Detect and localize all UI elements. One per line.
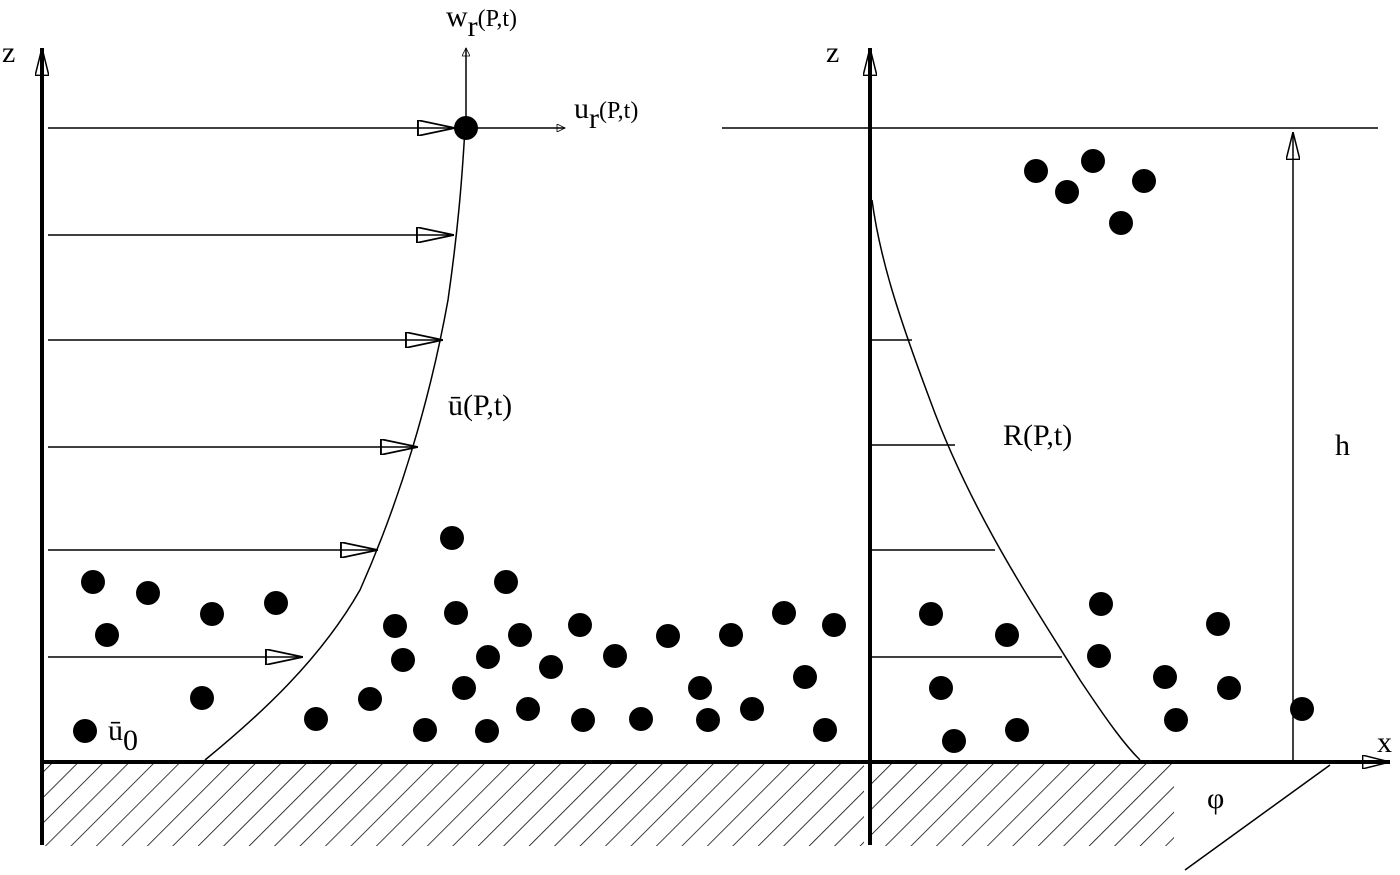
- particle: [1109, 211, 1133, 235]
- particles: [73, 149, 1314, 753]
- particle: [822, 613, 846, 637]
- z-label: z: [826, 36, 839, 69]
- particle: [719, 623, 743, 647]
- particle: [813, 718, 837, 742]
- particle: [304, 707, 328, 731]
- u-label: ur(P,t): [574, 92, 638, 135]
- u-base: u: [574, 92, 589, 125]
- particle: [190, 686, 214, 710]
- w-base: w: [446, 0, 468, 33]
- particle: [508, 623, 532, 647]
- particle: [571, 708, 595, 732]
- particle: [81, 570, 105, 594]
- particle: [1089, 592, 1113, 616]
- w-sub: r: [468, 10, 478, 43]
- u0-base: ū: [108, 714, 123, 747]
- particle: [452, 676, 476, 700]
- particle: [793, 665, 817, 689]
- particle: [1153, 665, 1177, 689]
- w-label: wr(P,t): [446, 0, 517, 43]
- profile-label: ū(P,t): [448, 389, 512, 422]
- phi-label: φ: [1207, 782, 1224, 815]
- particle: [73, 719, 97, 743]
- u0-label: ū0: [108, 714, 138, 757]
- particle: [688, 676, 712, 700]
- particle: [1024, 159, 1048, 183]
- r-label: R(P,t): [1003, 419, 1072, 452]
- particle: [919, 602, 943, 626]
- particle: [603, 644, 627, 668]
- particle: [1081, 149, 1105, 173]
- particle: [494, 570, 518, 594]
- w-rest: (P,t): [478, 6, 517, 32]
- x-label: x: [1377, 726, 1392, 759]
- particle: [358, 687, 382, 711]
- h-label: h: [1335, 429, 1350, 462]
- velocity-profile: [48, 48, 565, 761]
- particle: [1217, 676, 1241, 700]
- particle: [1087, 644, 1111, 668]
- particle: [539, 655, 563, 679]
- particle: [383, 614, 407, 638]
- u-sub: r: [589, 102, 599, 135]
- particle: [1206, 612, 1230, 636]
- particle: [440, 526, 464, 550]
- particle: [200, 602, 224, 626]
- particle: [476, 645, 500, 669]
- particle: [942, 729, 966, 753]
- axes: [42, 48, 1378, 845]
- particle: [391, 648, 415, 672]
- particle: [1005, 718, 1029, 742]
- ground: [42, 762, 1390, 871]
- particle: [995, 623, 1019, 647]
- particle: [1055, 180, 1079, 204]
- particle: [136, 581, 160, 605]
- particle: [1164, 708, 1188, 732]
- u0-sub: 0: [123, 724, 138, 757]
- particle: [568, 613, 592, 637]
- particle: [629, 707, 653, 731]
- particle: [413, 718, 437, 742]
- particle: [264, 591, 288, 615]
- u-rest: (P,t): [599, 98, 638, 124]
- particle: [929, 676, 953, 700]
- particle: [696, 708, 720, 732]
- particle: [95, 623, 119, 647]
- particle: [475, 719, 499, 743]
- particle: [656, 624, 680, 648]
- particle: [444, 601, 468, 625]
- particle: [1290, 697, 1314, 721]
- particle: [772, 601, 796, 625]
- r-profile: [871, 199, 1141, 761]
- particle: [516, 697, 540, 721]
- particle: [740, 697, 764, 721]
- particle: [1132, 169, 1156, 193]
- z-label: z: [2, 36, 15, 69]
